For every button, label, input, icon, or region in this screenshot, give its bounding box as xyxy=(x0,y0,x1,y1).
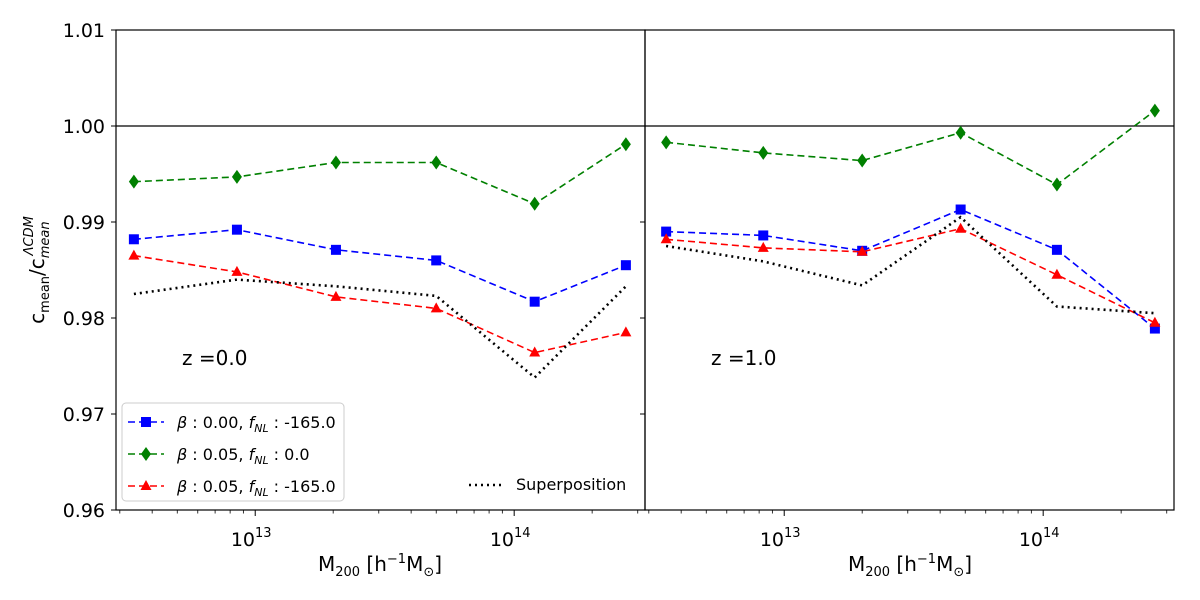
point-0-beta0.05_fNL0-2 xyxy=(330,155,341,170)
legend-entries: β : 0.00, fNL : -165.0 β : 0.05, fNL : 0.… xyxy=(128,413,336,499)
point-0-beta0.00_fNL-165-4 xyxy=(529,296,540,307)
y-tick-label-3: 0.99 xyxy=(63,212,105,234)
series-line-0-superposition xyxy=(133,278,627,380)
point-1-beta0.05_fNL-165-2 xyxy=(856,245,868,256)
point-0-beta0.05_fNL-165-5 xyxy=(620,326,632,337)
y-tick-label-2: 0.98 xyxy=(63,308,105,330)
point-1-beta0.05_fNL0-3 xyxy=(955,125,966,140)
legend-marker-beta0.00_fNL-165 xyxy=(141,417,151,427)
point-0-beta0.05_fNL0-3 xyxy=(431,155,442,170)
legend-label-beta0.00_fNL-165: β : 0.00, fNL : -165.0 xyxy=(176,413,336,435)
point-1-beta0.05_fNL-165-0 xyxy=(660,233,672,244)
point-1-beta0.05_fNL0-5 xyxy=(1149,103,1160,118)
series-line-0-beta0.05_fNL0 xyxy=(133,143,627,205)
y-tick-label-4: 1.00 xyxy=(63,116,105,138)
point-0-beta0.00_fNL-165-5 xyxy=(620,260,631,271)
point-0-beta0.05_fNL0-1 xyxy=(231,169,242,184)
y-axis-label: cmean/cmeanΛCDM xyxy=(22,216,53,324)
point-0-beta0.05_fNL0-5 xyxy=(620,137,631,152)
point-0-beta0.00_fNL-165-0 xyxy=(128,234,139,245)
point-1-beta0.05_fNL-165-3 xyxy=(955,222,967,233)
point-0-beta0.05_fNL-165-2 xyxy=(330,290,342,301)
point-0-beta0.00_fNL-165-3 xyxy=(431,255,442,266)
point-1-beta0.05_fNL-165-4 xyxy=(1051,268,1063,279)
y-tick-label-5: 1.01 xyxy=(63,20,105,42)
point-0-beta0.05_fNL-165-3 xyxy=(430,302,442,313)
x-axis-label-right: M200 [h−1M⊙] xyxy=(848,552,972,580)
point-0-beta0.00_fNL-165-2 xyxy=(330,244,341,255)
point-1-beta0.05_fNL-165-5 xyxy=(1149,316,1161,327)
series-line-1-beta0.05_fNL0 xyxy=(666,109,1156,186)
plot-frame-1 xyxy=(644,29,1175,511)
point-1-beta0.00_fNL-165-4 xyxy=(1051,244,1062,255)
y-tick-label-1: 0.97 xyxy=(63,404,105,426)
superposition-legend-label: Superposition xyxy=(516,475,626,494)
series-line-1-beta0.05_fNL-165 xyxy=(666,227,1156,324)
point-0-beta0.05_fNL0-0 xyxy=(128,174,139,189)
panel-annotation-1: z =1.0 xyxy=(711,346,776,370)
point-0-beta0.05_fNL-165-1 xyxy=(231,265,243,276)
legend-frame xyxy=(121,402,345,502)
legend-label-beta0.05_fNL0: β : 0.05, fNL : 0.0 xyxy=(176,445,310,467)
point-1-beta0.05_fNL0-4 xyxy=(1051,177,1062,192)
series-line-0-beta0.00_fNL-165 xyxy=(133,228,627,303)
legend-label-beta0.05_fNL-165: β : 0.05, fNL : -165.0 xyxy=(176,477,336,499)
point-1-beta0.05_fNL0-2 xyxy=(857,153,868,168)
panel-z0: 0.96 0.97 0.98 0.99 1.00 1.01 1013 1014 z =0.0 xyxy=(63,20,646,551)
superposition-legend: Superposition xyxy=(469,475,626,494)
point-0-beta0.05_fNL-165-0 xyxy=(128,249,140,260)
panel-z1: 1013 1014 z =1.0 xyxy=(640,29,1175,551)
point-0-beta0.05_fNL-165-4 xyxy=(529,346,541,357)
x-tick-label-1-0: 1013 xyxy=(760,526,801,551)
legend-marker-beta0.05_fNL-165 xyxy=(140,480,152,490)
legend-marker-beta0.05_fNL0 xyxy=(141,447,151,461)
series-line-0-beta0.05_fNL-165 xyxy=(133,254,627,354)
x-tick-label-0-1: 1014 xyxy=(490,526,531,551)
point-1-beta0.05_fNL0-1 xyxy=(758,145,769,160)
point-1-beta0.00_fNL-165-3 xyxy=(955,204,966,215)
panel-annotation-0: z =0.0 xyxy=(182,346,247,370)
point-1-beta0.05_fNL-165-1 xyxy=(757,241,769,252)
x-axis-label-left: M200 [h−1M⊙] xyxy=(318,552,442,580)
legend: β : 0.00, fNL : -165.0 β : 0.05, fNL : 0.… xyxy=(121,402,345,502)
x-tick-label-1-1: 1014 xyxy=(1019,526,1060,551)
y-tick-label-0: 0.96 xyxy=(63,500,105,522)
point-0-beta0.00_fNL-165-1 xyxy=(231,224,242,235)
point-0-beta0.05_fNL0-4 xyxy=(529,196,540,211)
point-1-beta0.00_fNL-165-0 xyxy=(661,226,672,237)
series-line-1-beta0.00_fNL-165 xyxy=(666,208,1156,330)
point-1-beta0.00_fNL-165-5 xyxy=(1149,323,1160,334)
point-1-beta0.05_fNL0-0 xyxy=(661,135,672,150)
x-tick-label-0-0: 1013 xyxy=(231,526,272,551)
point-1-beta0.00_fNL-165-1 xyxy=(758,230,769,241)
